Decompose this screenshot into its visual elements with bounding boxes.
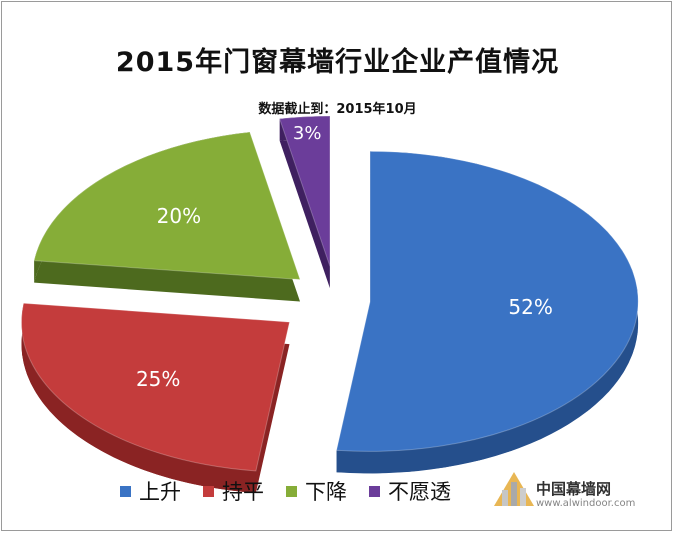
legend-item-flat: 持平 <box>203 476 264 506</box>
legend-swatch-fall <box>286 485 297 497</box>
legend-swatch-rise <box>120 485 131 497</box>
legend-item-undisclosed: 不愿透 <box>369 476 451 506</box>
chart-subtitle: 数据截止到：2015年10月 <box>258 102 417 117</box>
pie-slice-fall <box>33 131 301 281</box>
legend-label-flat: 持平 <box>222 480 264 504</box>
legend-label-rise: 上升 <box>139 480 181 504</box>
pie-slice-rise-label: 52% <box>508 295 552 319</box>
chart-legend: 上升 持平 下降 不愿透 <box>120 476 451 506</box>
legend-label-undisclosed: 不愿透 <box>388 480 451 504</box>
legend-item-rise: 上升 <box>120 476 181 506</box>
legend-label-fall: 下降 <box>305 480 347 504</box>
pie-slice-undisclosed <box>278 115 331 267</box>
legend-swatch-flat <box>203 485 214 497</box>
legend-item-fall: 下降 <box>286 476 347 506</box>
building-icon <box>494 472 534 506</box>
watermark-name: 中国幕墙网 <box>536 480 612 498</box>
chart-title: 2015年门窗幕墙行业企业产值情况 <box>115 47 560 78</box>
pie-slice-undisclosed-label: 3% <box>293 123 322 144</box>
pie-slice-fall-label: 20% <box>157 204 201 228</box>
pie-slice-flat <box>21 302 291 472</box>
watermark-url: www.alwindoor.com <box>536 498 636 509</box>
pie-slice-flat-label: 25% <box>136 367 180 391</box>
legend-swatch-undisclosed <box>369 485 380 497</box>
pie-slice-flat-wall <box>21 303 256 493</box>
pie-slice-rise <box>335 150 639 452</box>
watermark-logo: 中国幕墙网 www.alwindoor.com <box>490 466 670 514</box>
